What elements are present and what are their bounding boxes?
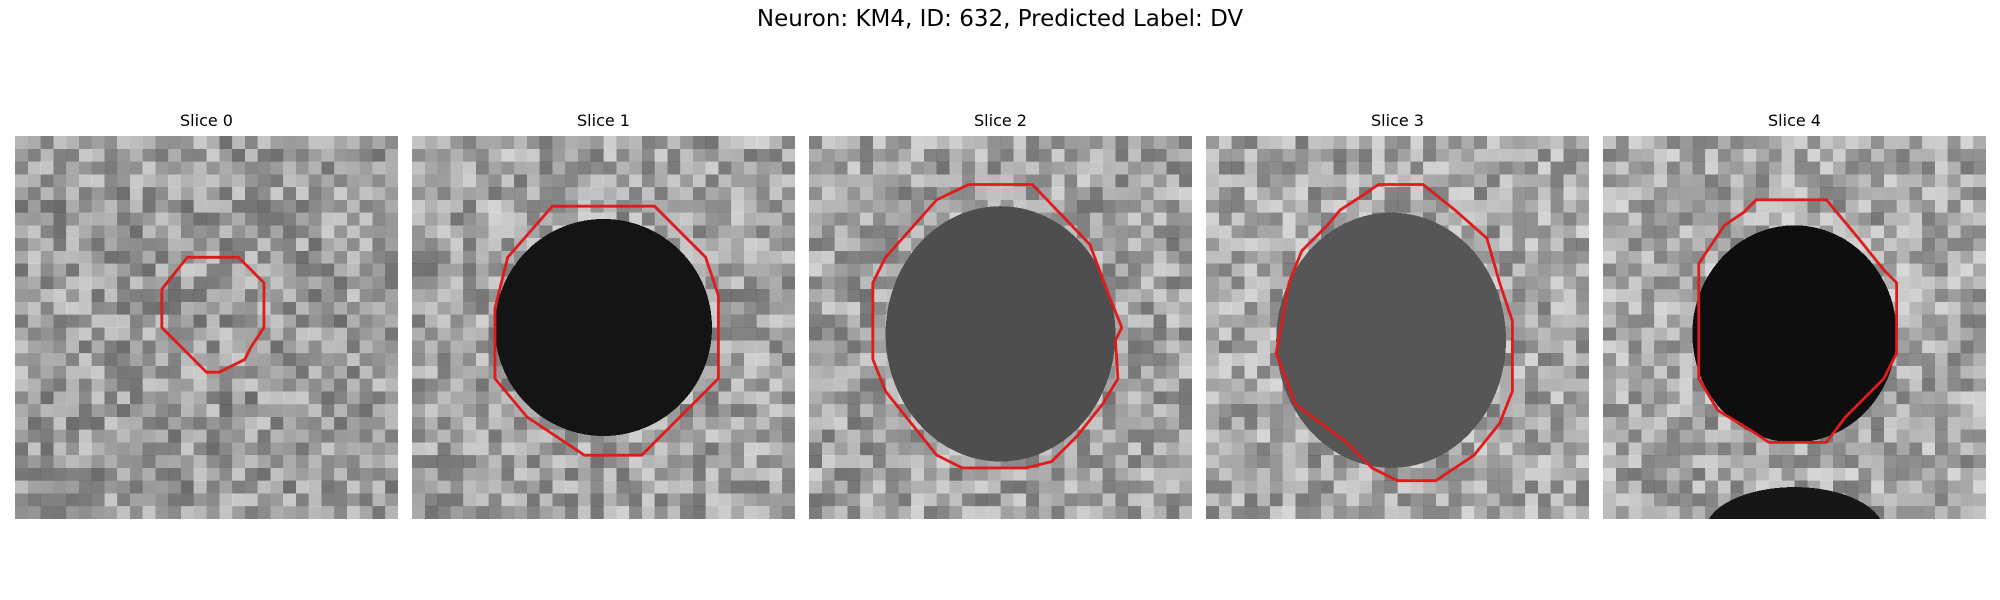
slice-image	[412, 136, 795, 519]
slice-title: Slice 2	[974, 111, 1027, 130]
segmentation-contour	[160, 255, 266, 374]
slice-image	[809, 136, 1192, 519]
segmentation-contour	[1274, 183, 1514, 483]
slice-image	[1206, 136, 1589, 519]
slice-panel-3: Slice 3	[1206, 110, 1589, 519]
cell-body	[494, 218, 713, 437]
segmentation-contour	[493, 204, 720, 457]
figure-title: Neuron: KM4, ID: 632, Predicted Label: D…	[756, 6, 1244, 32]
segmentation-contour	[1697, 198, 1899, 444]
cell-body	[1692, 225, 1897, 443]
slice-panel-4: Slice 4	[1603, 110, 1986, 519]
noise-pixels	[412, 136, 795, 519]
slice-image	[1603, 136, 1986, 519]
slice-panel-1: Slice 1	[412, 110, 795, 519]
slice-title: Slice 0	[180, 111, 233, 130]
lower-dark-body	[1708, 487, 1881, 519]
slice-panel-0: Slice 0	[15, 110, 398, 519]
slice-title: Slice 3	[1371, 111, 1424, 130]
slice-title: Slice 4	[1768, 111, 1821, 130]
cell-body	[885, 206, 1116, 462]
slice-panel-2: Slice 2	[809, 110, 1192, 519]
segmentation-contour	[871, 183, 1124, 470]
slice-title: Slice 1	[577, 111, 630, 130]
noise-pixels	[15, 136, 398, 519]
cell-body	[1276, 212, 1507, 468]
slice-image	[15, 136, 398, 519]
